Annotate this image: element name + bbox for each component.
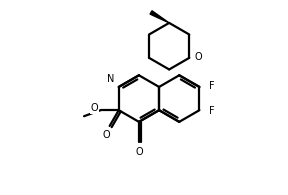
Text: O: O xyxy=(195,52,202,62)
Polygon shape xyxy=(150,11,169,23)
Text: O: O xyxy=(90,104,98,113)
Text: F: F xyxy=(209,81,215,91)
Text: N: N xyxy=(107,74,114,84)
Text: F: F xyxy=(209,106,215,116)
Text: O: O xyxy=(103,130,110,140)
Text: O: O xyxy=(135,147,143,157)
